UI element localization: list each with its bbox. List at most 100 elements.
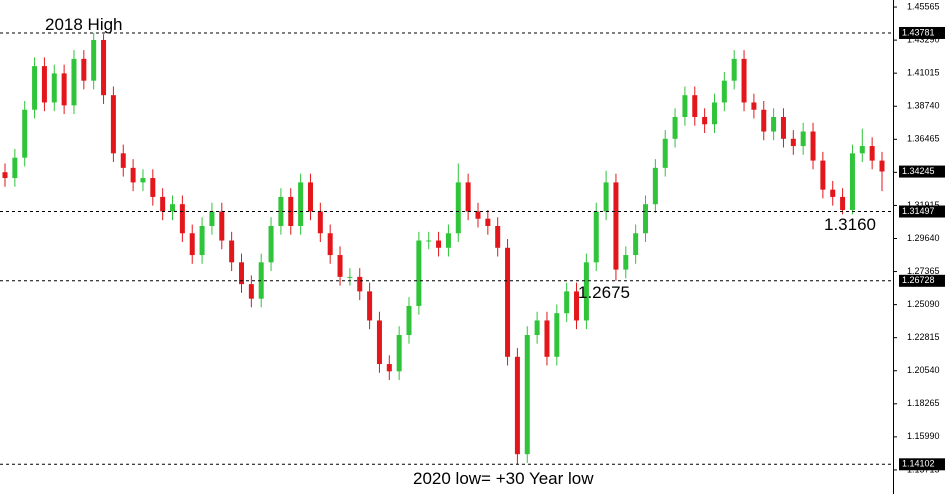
candle-body (229, 240, 235, 263)
candle-body (711, 102, 717, 125)
candle-body (32, 66, 38, 110)
candle-body (317, 211, 323, 234)
candle-body (357, 276, 363, 292)
y-tick-label: 1.22815 (907, 332, 940, 342)
candle-body (643, 204, 649, 234)
candle-body (209, 211, 215, 226)
candle-body (840, 196, 846, 211)
annotation: 1.3160 (824, 215, 876, 234)
candle-body (820, 160, 826, 190)
candle-body (455, 182, 461, 234)
candle-body (298, 182, 304, 226)
candle-body (12, 157, 18, 179)
y-tick-label: 1.27365 (907, 266, 940, 276)
candle-body (583, 262, 589, 321)
candle-body (771, 116, 777, 132)
candle-body (268, 225, 274, 263)
y-tick-label: 1.38740 (907, 101, 940, 111)
candle-body (534, 320, 540, 335)
level-badge (899, 26, 945, 39)
candle-body (2, 172, 8, 179)
candle-body (101, 39, 107, 96)
candle-body (603, 182, 609, 212)
annotation: 1.2675 (578, 283, 630, 302)
annotation: 2018 High (45, 15, 123, 34)
candle-body (81, 58, 87, 81)
candle-body (41, 66, 47, 103)
candle-body (731, 58, 737, 81)
candle-body (406, 305, 412, 335)
y-tick-label: 1.41015 (907, 68, 940, 78)
annotation: 2020 low= +30 Year low (413, 469, 594, 488)
candle-body (150, 178, 156, 197)
candle-body (61, 73, 67, 106)
candle-body (859, 146, 865, 154)
candle-body (662, 138, 668, 168)
candle-body (830, 189, 836, 197)
candle-body (554, 313, 560, 357)
y-tick-label: 1.18265 (907, 398, 940, 408)
candle-body (544, 320, 550, 357)
y-tick-label: 1.45565 (907, 1, 940, 11)
candle-body (327, 233, 333, 256)
candle-body (721, 80, 727, 103)
level-label: 1.26728 (902, 275, 935, 285)
candle-body (524, 334, 530, 455)
candle-body (367, 291, 373, 321)
candle-body (623, 255, 629, 270)
level-badge (899, 458, 945, 471)
candle-body (91, 39, 97, 81)
candle-body (22, 109, 28, 158)
candle-body (485, 218, 491, 226)
candle-body (219, 211, 225, 241)
candle-body (879, 160, 885, 172)
candle-body (613, 182, 619, 270)
candle-body (179, 204, 185, 234)
candle-body (672, 116, 678, 139)
candle-body (386, 364, 392, 372)
candle-body (741, 58, 747, 103)
candle-body (347, 276, 353, 278)
candle-body (633, 233, 639, 256)
candle-body (682, 95, 688, 117)
level-label: 1.14102 (902, 459, 935, 469)
y-tick-label: 1.15990 (907, 431, 940, 441)
candle-body (849, 153, 855, 211)
candle-body (51, 73, 57, 103)
candle-body (71, 58, 77, 106)
candle-body (790, 138, 796, 147)
candle-body (465, 182, 471, 212)
candle-body (761, 109, 767, 132)
candle-body (780, 116, 786, 139)
candle-body (199, 225, 205, 256)
candle-body (574, 291, 580, 321)
candle-body (248, 284, 254, 299)
candle-body (110, 95, 116, 154)
candle-body (652, 167, 658, 205)
candle-body (505, 247, 511, 357)
candle-body (495, 225, 501, 248)
candle-body (278, 196, 284, 226)
candle-body (307, 182, 313, 212)
candle-body (120, 153, 126, 168)
candle-body (869, 146, 875, 161)
candle-body (702, 116, 708, 125)
y-tick-label: 1.25090 (907, 299, 940, 309)
candle-body (416, 240, 422, 306)
candle-body (170, 204, 176, 212)
candle-body (564, 291, 570, 314)
candle-body (376, 320, 382, 365)
candle-body (445, 233, 451, 248)
candle-body (800, 131, 806, 147)
y-tick-label: 1.43290 (907, 34, 940, 44)
y-tick-label: 1.20540 (907, 365, 940, 375)
y-tick-label: 1.29640 (907, 233, 940, 243)
candle-body (160, 196, 166, 212)
y-tick-label: 1.36465 (907, 134, 940, 144)
candle-body (751, 102, 757, 110)
level-label: 1.31497 (902, 206, 935, 216)
candle-body (130, 167, 136, 183)
candle-body (426, 240, 432, 242)
